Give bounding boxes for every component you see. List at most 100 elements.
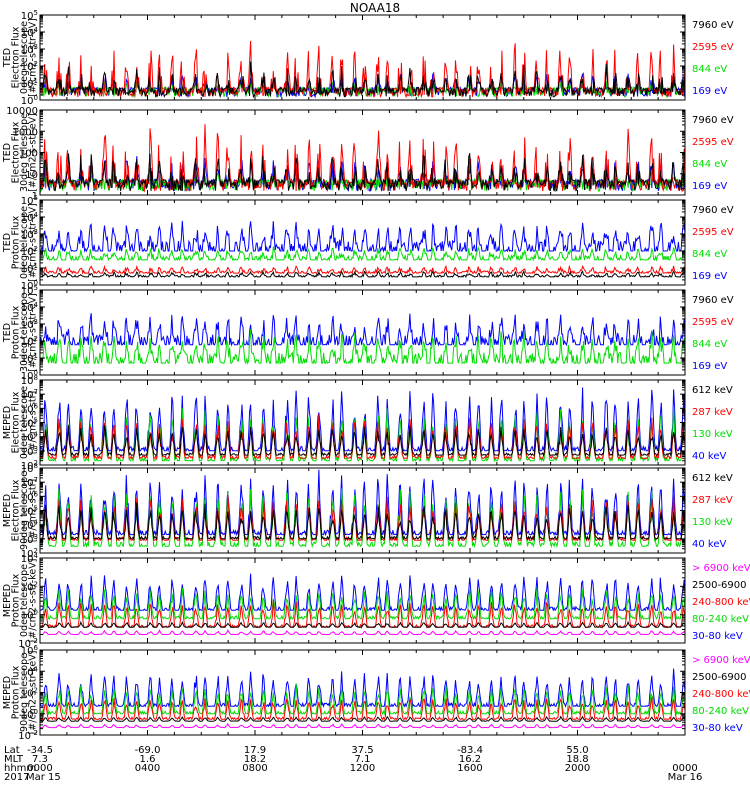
y-tick-label: 10 [25, 170, 38, 181]
y-tick-label: 100 [21, 279, 38, 292]
y-axis-label: [#/cm2-s-str-eV] [28, 293, 39, 372]
series-trace-844-ev [40, 329, 686, 366]
y-tick-label: 105 [21, 9, 38, 22]
y-axis-label: Electron Flux [11, 391, 22, 453]
legend-entry: 130 keV [692, 517, 733, 528]
series-trace-2500-6900 [39, 715, 686, 722]
y-tick-label: 104 [21, 431, 39, 444]
legend-entry: 287 keV [692, 495, 733, 506]
y-tick-label: 104 [21, 519, 39, 532]
x-axis-tick-label: Mar 16 [667, 772, 703, 783]
series-trace-7960-ev [39, 153, 686, 192]
y-tick-label: 105 [21, 194, 38, 207]
y-tick-label: 10-2 [18, 729, 38, 742]
series-trace-7960-ev [39, 61, 686, 99]
x-axis-tick-label: 2000 [564, 763, 591, 774]
x-axis-tick-label: 1200 [349, 763, 376, 774]
series-trace--6900-kev [40, 629, 686, 636]
y-tick-label: 102 [21, 245, 38, 258]
legend-entry: 30-80 keV [692, 631, 743, 642]
x-axis-tick-label: 0000 [27, 763, 53, 774]
y-tick-label: 102 [21, 335, 38, 348]
legend-entry: 40 keV [692, 539, 726, 550]
legend-entry: > 6900 keV [692, 655, 750, 666]
y-axis-label: [#/cm2-s-str-eV] [28, 18, 39, 97]
y-tick-label: 105 [21, 417, 38, 430]
legend-entry: 80-240 keV [692, 614, 749, 625]
legend-entry: > 6900 keV [692, 563, 750, 574]
series-trace-612-kev [40, 502, 686, 541]
series-trace--6900-kev [39, 722, 686, 729]
x-axis-tick-label: 1.6 [139, 754, 156, 765]
y-tick-label: 104 [21, 211, 39, 224]
x-axis-tick-label: 37.5 [351, 745, 374, 756]
legend-entry: 844 eV [692, 159, 727, 170]
y-tick-label: 108 [21, 462, 38, 475]
legend-entry: 7960 eV [692, 115, 734, 126]
y-tick-label: 102 [21, 459, 38, 472]
y-tick-label: 10-2 [18, 637, 38, 650]
y-tick-label: 107 [21, 388, 38, 401]
legend-entry: 844 eV [692, 249, 727, 260]
y-tick-label: 101 [21, 262, 38, 275]
legend-entry: 240-800 keV [692, 689, 750, 700]
legend-entry: 7960 eV [692, 205, 734, 216]
series-trace-40-kev [39, 469, 686, 537]
chart-title: NOAA18 [349, 1, 401, 15]
y-axis-label: [#/cm2-s-str] [28, 391, 39, 454]
y-tick-label: 10000 [6, 106, 38, 117]
legend-entry: 612 keV [692, 473, 733, 484]
y-tick-label: 100 [21, 369, 38, 382]
y-tick-label: 107 [21, 476, 38, 489]
series-trace-40-kev [39, 387, 686, 453]
y-axis-label: MEPED [2, 584, 13, 617]
y-axis-label: Proton Flux [11, 665, 22, 719]
y-tick-label: 102 [21, 547, 38, 560]
series-trace-169-ev [40, 220, 686, 253]
x-axis-tick-label: 17.9 [243, 745, 267, 756]
legend-entry: 7960 eV [692, 295, 734, 306]
y-tick-label: 104 [21, 26, 39, 39]
y-axis-label: Electron Flux [11, 479, 22, 541]
series-trace-240-800-kev [40, 600, 686, 630]
y-tick-label: 101 [21, 77, 38, 90]
y-axis-label: TED [2, 143, 13, 163]
legend-entry: 287 keV [692, 407, 733, 418]
y-tick-label: 1 [32, 191, 38, 202]
series-trace-80-240-kev [39, 587, 686, 621]
series-trace-2595-ev [40, 264, 686, 275]
y-axis-label: TED [2, 323, 13, 343]
y-axis-label: MEPED [2, 494, 13, 527]
y-tick-label: 105 [21, 284, 38, 297]
y-axis-label: Proton Flux [11, 215, 22, 269]
y-axis-label: 90deg telescope [19, 471, 30, 550]
y-axis-label: [#/cm2-s-str] [28, 479, 39, 542]
legend-entry: 169 eV [692, 271, 727, 282]
legend-entry: 169 eV [692, 86, 727, 97]
x-axis-tick-label: -69.0 [134, 745, 161, 756]
y-tick-label: 106 [21, 490, 39, 503]
x-axis-row-label: hhmm [4, 763, 37, 774]
x-axis-tick-label: Mar 15 [26, 772, 61, 783]
x-axis-tick-label: 1600 [457, 763, 483, 774]
x-axis-row-label: MLT [4, 754, 23, 765]
series-trace-2500-6900 [40, 620, 686, 628]
y-tick-label: 104 [21, 665, 39, 678]
series-trace-30-80-kev [39, 668, 686, 709]
x-axis-row-label: Lat [4, 745, 20, 756]
y-axis-label: Proton Flux [11, 305, 22, 359]
legend-entry: 2595 eV [692, 137, 734, 148]
y-tick-label: 100 [21, 94, 38, 107]
series-trace-612-kev [40, 425, 686, 457]
y-axis-label: 0deg telescope [19, 564, 30, 637]
legend-entry: 2595 eV [692, 42, 734, 53]
x-axis-tick-label: 18.8 [566, 754, 589, 765]
x-axis-tick-label: 0000 [672, 763, 698, 774]
y-tick-label: 106 [21, 402, 39, 415]
y-tick-label: 103 [21, 318, 38, 331]
